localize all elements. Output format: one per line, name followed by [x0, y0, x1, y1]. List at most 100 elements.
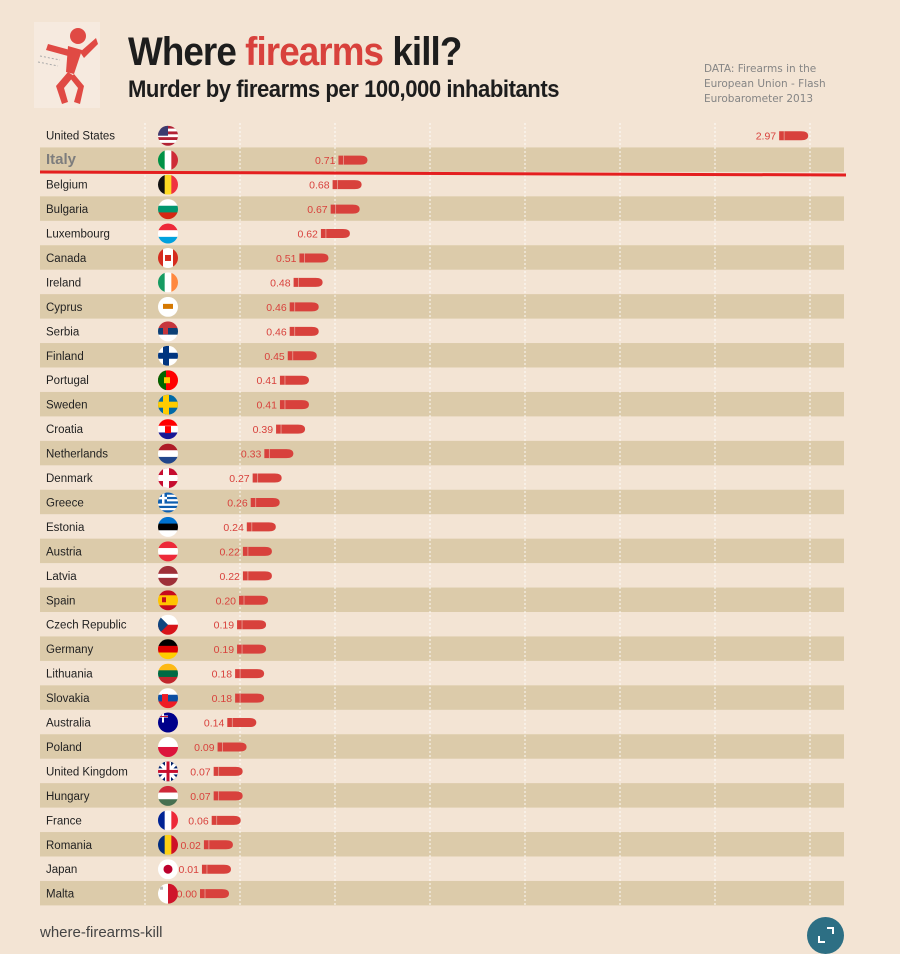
title-start: Where — [128, 30, 246, 74]
value-label: 0.39 — [253, 424, 274, 436]
country-label: Denmark — [46, 473, 93, 485]
bullet-mark — [287, 351, 317, 361]
value-label: 0.51 — [276, 253, 297, 265]
bullet-mark — [320, 229, 350, 239]
expand-icon — [818, 927, 834, 943]
value-label: 0.19 — [214, 620, 235, 632]
value-label: 0.67 — [307, 204, 328, 216]
flag-se-icon — [158, 394, 178, 415]
bullet-mark — [276, 424, 306, 434]
flag-ie-icon — [158, 272, 178, 293]
flag-au-icon — [158, 712, 178, 733]
flag-de-icon — [158, 639, 178, 660]
country-label: Luxembourg — [46, 229, 110, 241]
bullet-mark — [200, 889, 229, 899]
bullet-mark — [211, 815, 241, 825]
bullet-mark — [201, 864, 231, 874]
title-accent: firearms — [245, 30, 384, 74]
bullet-mark — [213, 791, 243, 801]
country-label: Canada — [46, 253, 87, 265]
expand-button[interactable] — [807, 917, 844, 954]
viz-name-label: where-firearms-kill — [40, 924, 163, 941]
value-label: 0.18 — [212, 693, 233, 705]
country-label: Austria — [46, 546, 82, 558]
country-label: Spain — [46, 595, 75, 607]
flag-lv-icon — [158, 565, 178, 586]
bullet-mark — [289, 302, 319, 312]
country-label: Czech Republic — [46, 620, 127, 632]
value-label: 0.45 — [264, 351, 285, 363]
flag-nl-icon — [158, 443, 178, 464]
value-label: 0.20 — [216, 595, 237, 607]
bullet-mark — [217, 742, 247, 752]
country-label: Poland — [46, 742, 82, 754]
country-label: Portugal — [46, 375, 89, 387]
value-label: 0.41 — [257, 400, 278, 412]
country-label: Belgium — [46, 180, 88, 192]
country-label: France — [46, 815, 82, 827]
flag-ro-icon — [158, 834, 178, 855]
value-label: 0.46 — [266, 302, 287, 314]
bullet-mark — [252, 473, 282, 483]
flag-fr-icon — [158, 810, 178, 831]
bullet-mark — [203, 840, 233, 850]
value-label: 0.24 — [223, 522, 244, 534]
bullet-chart: United States 2.97 Italy 0.71 Belgium 0.68 Bul… — [39, 123, 847, 906]
chart-title: Where firearms kill? — [128, 30, 559, 74]
flag-ca-icon — [158, 247, 178, 268]
flag-cz-icon — [158, 614, 178, 635]
bullet-mark — [332, 180, 362, 190]
flag-jp-icon — [158, 859, 178, 880]
value-label: 0.62 — [297, 229, 318, 241]
flag-rs-icon — [158, 321, 178, 342]
highlight-line — [39, 170, 847, 177]
value-label: 0.18 — [212, 669, 233, 681]
value-label: 0.46 — [266, 326, 287, 338]
value-label: 0.07 — [190, 766, 211, 778]
country-label: Germany — [46, 644, 94, 656]
flag-hr-icon — [158, 419, 178, 440]
bullet-mark — [237, 620, 267, 630]
country-label: Romania — [46, 840, 93, 852]
flag-pt-icon — [158, 370, 178, 391]
flag-dk-icon — [158, 468, 178, 489]
flag-us-icon — [158, 125, 178, 146]
value-label: 0.71 — [315, 155, 336, 167]
value-label: 0.14 — [204, 718, 225, 730]
value-label: 0.22 — [219, 571, 240, 583]
flag-fi-icon — [158, 345, 178, 366]
bullet-mark — [246, 522, 276, 532]
value-label: 2.97 — [756, 131, 777, 143]
country-label: Greece — [46, 497, 84, 509]
flag-sk-icon — [158, 688, 178, 709]
country-label: Italy — [46, 151, 77, 168]
country-label: Japan — [46, 864, 77, 876]
country-label: Sweden — [46, 400, 88, 412]
bullet-mark — [250, 497, 280, 507]
flag-lt-icon — [158, 663, 178, 684]
bullet-mark — [299, 253, 329, 263]
value-label: 0.68 — [309, 180, 330, 192]
country-label: Croatia — [46, 424, 84, 436]
bullet-mark — [289, 326, 319, 336]
value-label: 0.01 — [179, 864, 200, 876]
bullet-mark — [237, 644, 267, 654]
flag-ee-icon — [158, 516, 178, 537]
bullet-mark — [279, 375, 309, 385]
flag-at-icon — [158, 541, 178, 562]
value-label: 0.26 — [227, 497, 248, 509]
value-label: 0.06 — [188, 815, 209, 827]
flag-lu-icon — [158, 223, 178, 244]
country-label: Estonia — [46, 522, 85, 534]
flag-pl-icon — [158, 736, 178, 757]
country-label: United Kingdom — [46, 766, 128, 778]
country-label: Hungary — [46, 791, 90, 803]
flag-bg-icon — [158, 199, 178, 220]
country-label: Slovakia — [46, 693, 90, 705]
country-label: Ireland — [46, 277, 81, 289]
flag-gb-icon — [158, 761, 178, 782]
bullet-mark — [779, 131, 809, 141]
data-source-note: DATA: Firearms in the European Union - F… — [704, 63, 826, 105]
value-label: 0.07 — [190, 791, 211, 803]
value-label: 0.00 — [177, 889, 198, 901]
